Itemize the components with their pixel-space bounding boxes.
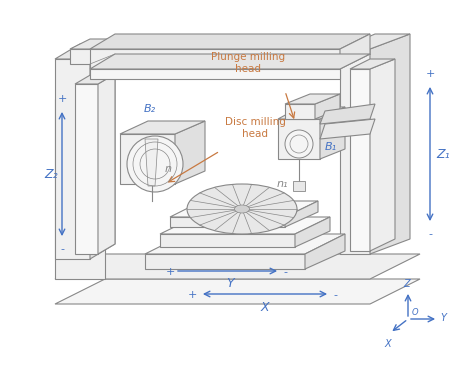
- Polygon shape: [120, 121, 205, 134]
- Polygon shape: [55, 279, 420, 304]
- Polygon shape: [320, 104, 375, 124]
- Polygon shape: [293, 181, 305, 191]
- Polygon shape: [315, 94, 340, 119]
- Text: Y: Y: [440, 313, 446, 323]
- Text: Z₂: Z₂: [45, 168, 58, 180]
- Text: O: O: [412, 308, 419, 317]
- Polygon shape: [175, 121, 205, 184]
- Polygon shape: [90, 49, 340, 69]
- Polygon shape: [370, 59, 395, 251]
- Polygon shape: [305, 234, 345, 269]
- Circle shape: [127, 136, 183, 192]
- Polygon shape: [320, 107, 345, 159]
- Polygon shape: [145, 234, 345, 254]
- Polygon shape: [145, 254, 305, 269]
- Polygon shape: [340, 49, 370, 254]
- Polygon shape: [340, 34, 370, 69]
- Polygon shape: [75, 74, 115, 84]
- Text: n₁: n₁: [276, 179, 288, 189]
- Text: X: X: [261, 301, 269, 314]
- Text: -: -: [428, 229, 432, 239]
- Polygon shape: [285, 201, 318, 227]
- Polygon shape: [98, 74, 115, 254]
- Polygon shape: [90, 69, 340, 79]
- Text: Disc milling
head: Disc milling head: [225, 117, 285, 139]
- Polygon shape: [70, 39, 120, 49]
- Text: +: +: [165, 267, 175, 277]
- Text: B₁: B₁: [325, 142, 337, 152]
- Polygon shape: [278, 107, 345, 119]
- Polygon shape: [90, 54, 370, 69]
- Polygon shape: [320, 119, 375, 139]
- Text: X: X: [385, 339, 392, 349]
- Text: +: +: [188, 290, 197, 300]
- Polygon shape: [170, 201, 318, 217]
- Polygon shape: [350, 69, 370, 251]
- Polygon shape: [145, 139, 158, 186]
- Text: n: n: [165, 164, 172, 174]
- Ellipse shape: [187, 184, 297, 234]
- Polygon shape: [55, 59, 90, 259]
- Polygon shape: [70, 49, 100, 64]
- Polygon shape: [285, 94, 340, 104]
- Polygon shape: [160, 234, 295, 247]
- Text: Y: Y: [226, 277, 234, 290]
- Text: -: -: [60, 244, 64, 254]
- Circle shape: [285, 130, 313, 158]
- Polygon shape: [100, 39, 120, 64]
- Text: +: +: [425, 69, 435, 79]
- Polygon shape: [340, 34, 410, 49]
- Polygon shape: [278, 119, 320, 159]
- Text: +: +: [57, 94, 67, 104]
- Polygon shape: [285, 104, 315, 119]
- Polygon shape: [160, 217, 330, 234]
- Polygon shape: [55, 99, 105, 279]
- Text: -: -: [283, 267, 287, 277]
- Text: Z₁: Z₁: [436, 148, 450, 161]
- Polygon shape: [295, 217, 330, 247]
- Polygon shape: [55, 254, 420, 279]
- Text: Plunge milling
head: Plunge milling head: [211, 52, 285, 74]
- Polygon shape: [55, 44, 115, 59]
- Text: Z: Z: [404, 279, 410, 289]
- Polygon shape: [370, 34, 410, 254]
- Polygon shape: [90, 49, 115, 259]
- Polygon shape: [120, 134, 175, 184]
- Polygon shape: [350, 59, 395, 69]
- Ellipse shape: [235, 205, 249, 213]
- Text: B₂: B₂: [144, 104, 156, 114]
- Polygon shape: [75, 84, 98, 254]
- Polygon shape: [170, 217, 285, 227]
- Text: -: -: [333, 290, 337, 300]
- Polygon shape: [90, 34, 370, 49]
